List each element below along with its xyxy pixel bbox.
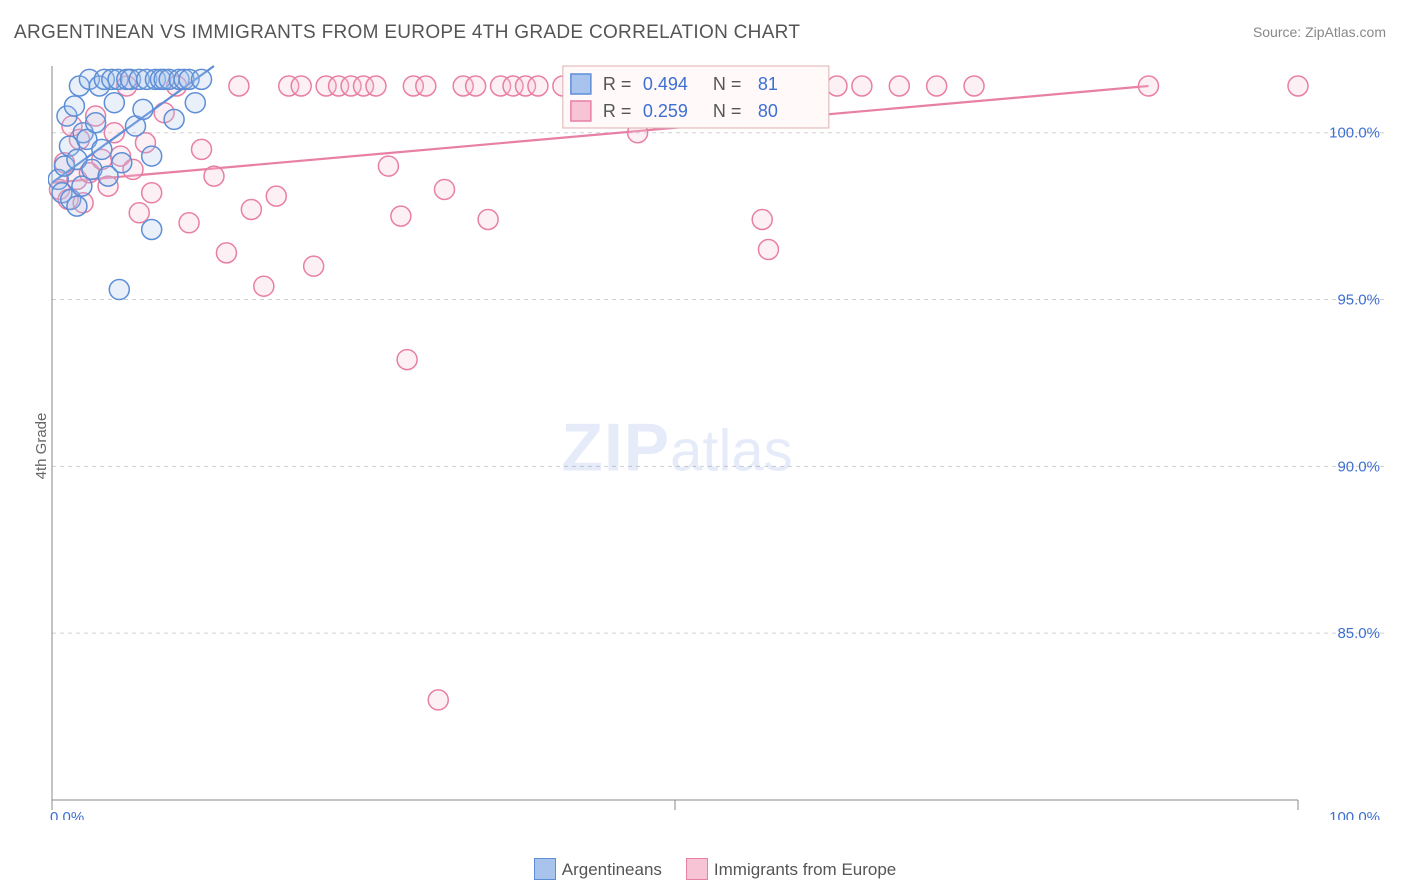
scatter-point: [304, 256, 324, 276]
scatter-point: [112, 153, 132, 173]
scatter-point: [216, 243, 236, 263]
scatter-point: [366, 76, 386, 96]
stat-n-label: N =: [713, 74, 742, 94]
scatter-point: [142, 183, 162, 203]
scatter-point: [478, 209, 498, 229]
y-tick-label: 90.0%: [1337, 458, 1380, 475]
scatter-point: [889, 76, 909, 96]
stat-r-value: 0.259: [643, 101, 688, 121]
scatter-point: [291, 76, 311, 96]
scatter-point: [67, 196, 87, 216]
bottom-legend: Argentineans Immigrants from Europe: [0, 858, 1406, 880]
stat-n-label: N =: [713, 101, 742, 121]
chart-svg: 85.0% 90.0% 95.0% 100.0% 0.0% 100.0% ZIPatlas R…: [48, 60, 1386, 820]
source-label: Source: ZipAtlas.com: [1253, 24, 1386, 40]
scatter-point: [266, 186, 286, 206]
scatter-point: [852, 76, 872, 96]
stat-r-value: 0.494: [643, 74, 688, 94]
scatter-point: [164, 109, 184, 129]
scatter-point: [758, 240, 778, 260]
plot-area: 85.0% 90.0% 95.0% 100.0% 0.0% 100.0% ZIPatlas R…: [48, 60, 1386, 820]
stat-n-value: 80: [758, 101, 778, 121]
legend-label: Argentineans: [562, 860, 662, 879]
scatter-point: [378, 156, 398, 176]
scatter-point: [241, 199, 261, 219]
y-tick-label: 85.0%: [1337, 625, 1380, 642]
scatter-point: [64, 96, 84, 116]
watermark: ZIPatlas: [561, 409, 792, 485]
scatter-point: [827, 76, 847, 96]
scatter-point: [254, 276, 274, 296]
x-tick-label: 100.0%: [1329, 809, 1380, 820]
scatter-point: [428, 690, 448, 710]
stat-r-label: R =: [603, 74, 632, 94]
scatter-point: [1288, 76, 1308, 96]
scatter-point: [129, 203, 149, 223]
chart-title: ARGENTINEAN VS IMMIGRANTS FROM EUROPE 4T…: [14, 22, 800, 44]
legend-swatch: [686, 858, 708, 880]
chart-container: ARGENTINEAN VS IMMIGRANTS FROM EUROPE 4T…: [0, 0, 1406, 892]
scatter-point: [391, 206, 411, 226]
x-tick-label: 0.0%: [50, 809, 84, 820]
scatter-point: [179, 213, 199, 233]
scatter-point: [142, 146, 162, 166]
legend-swatch: [571, 101, 591, 121]
scatter-point: [229, 76, 249, 96]
scatter-point: [752, 209, 772, 229]
scatter-point: [434, 179, 454, 199]
scatter-point: [204, 166, 224, 186]
scatter-point: [142, 219, 162, 239]
scatter-point: [86, 113, 106, 133]
scatter-point: [1138, 76, 1158, 96]
scatter-point: [185, 93, 205, 113]
y-tick-label: 100.0%: [1329, 125, 1380, 142]
scatter-point: [964, 76, 984, 96]
scatter-point: [104, 93, 124, 113]
y-tick-label: 95.0%: [1337, 292, 1380, 309]
legend-label: Immigrants from Europe: [714, 860, 896, 879]
legend-swatch: [534, 858, 556, 880]
scatter-point: [192, 69, 212, 89]
scatter-point: [927, 76, 947, 96]
scatter-point: [133, 99, 153, 119]
stat-n-value: 81: [758, 74, 778, 94]
scatter-point: [92, 139, 112, 159]
scatter-point: [109, 280, 129, 300]
scatter-point: [397, 350, 417, 370]
scatter-point: [416, 76, 436, 96]
stat-r-label: R =: [603, 101, 632, 121]
scatter-point: [528, 76, 548, 96]
scatter-point: [466, 76, 486, 96]
legend-swatch: [571, 74, 591, 94]
scatter-point: [192, 139, 212, 159]
